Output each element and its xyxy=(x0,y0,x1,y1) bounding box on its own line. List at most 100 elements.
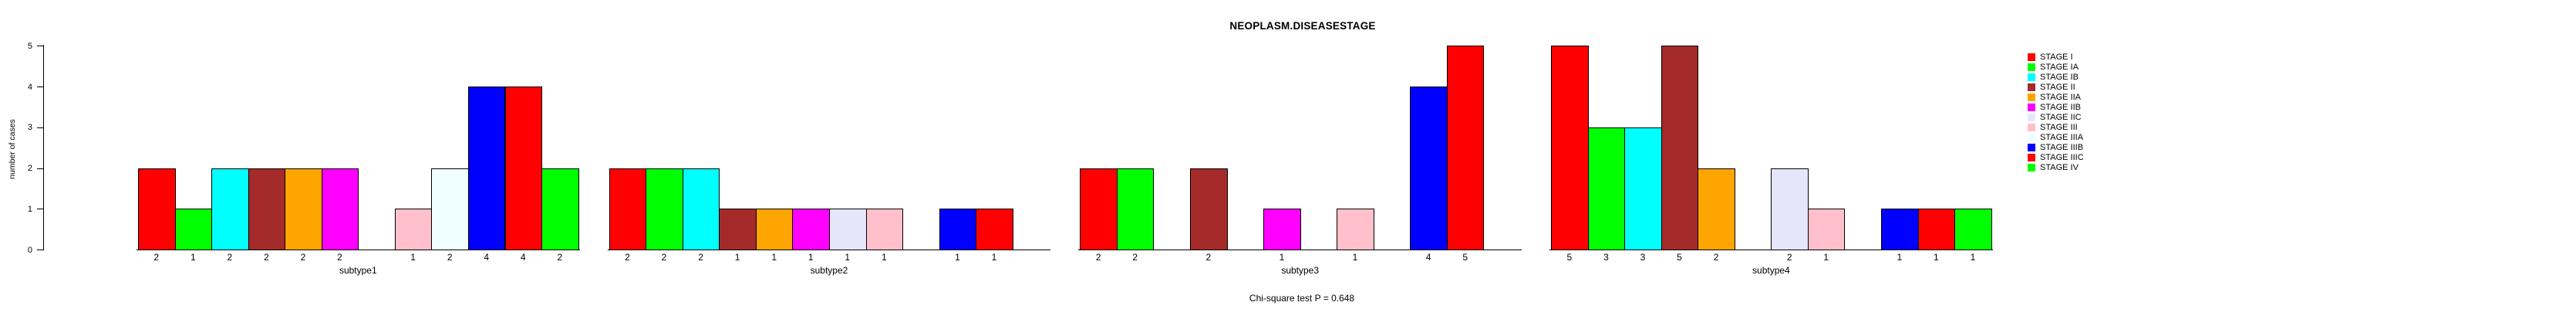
bar-value-label-subtype2-stage-iiic: 1 xyxy=(991,252,997,263)
legend-item-stage-iiia: STAGE IIIA xyxy=(2028,133,2083,143)
legend-swatch-icon xyxy=(2028,134,2035,141)
legend-label: STAGE IV xyxy=(2040,162,2079,172)
y-tick-label: 2 xyxy=(27,164,32,174)
bar-subtype4-stage-ia xyxy=(1587,127,1626,250)
bar-value-label-subtype3-stage-ia: 2 xyxy=(1132,252,1138,263)
bar-subtype3-stage-ii xyxy=(1190,168,1228,250)
group-label-subtype3: subtype3 xyxy=(1281,265,1320,276)
legend-label: STAGE IIB xyxy=(2040,102,2081,112)
bar-value-label-subtype1-stage-iiic: 4 xyxy=(520,252,526,263)
bar-subtype3-stage-iiib xyxy=(1410,87,1448,250)
bar-subtype1-stage-iv xyxy=(541,168,579,250)
legend-swatch-icon xyxy=(2028,144,2035,151)
group-label-subtype4: subtype4 xyxy=(1752,265,1790,276)
bar-value-label-subtype4-stage-iiib: 1 xyxy=(1897,252,1903,263)
bar-subtype2-stage-iib xyxy=(792,209,830,250)
bar-subtype4-stage-ii xyxy=(1661,46,1699,250)
legend-swatch-icon xyxy=(2028,93,2035,101)
bar-subtype1-stage-iia xyxy=(285,168,322,250)
bar-value-label-subtype3-stage-iii: 1 xyxy=(1352,252,1358,263)
bar-value-label-subtype2-stage-i: 2 xyxy=(625,252,630,263)
bar-subtype4-stage-iiib xyxy=(1881,209,1919,250)
bar-subtype4-stage-iii xyxy=(1807,209,1846,250)
bar-value-label-subtype3-stage-iiic: 5 xyxy=(1462,252,1468,263)
bar-value-label-subtype3-stage-i: 2 xyxy=(1095,252,1101,263)
bar-value-label-subtype2-stage-iib: 1 xyxy=(808,252,814,263)
legend-label: STAGE III xyxy=(2040,122,2078,132)
bar-value-label-subtype4-stage-iic: 2 xyxy=(1786,252,1792,263)
legend-swatch-icon xyxy=(2028,164,2035,171)
bar-subtype1-stage-iib xyxy=(321,168,359,250)
legend-label: STAGE IA xyxy=(2040,62,2079,72)
y-tick-label: 1 xyxy=(27,204,32,214)
bar-subtype2-stage-iii xyxy=(865,209,904,250)
bar-subtype2-stage-i xyxy=(609,168,647,250)
legend-label: STAGE IIIB xyxy=(2040,142,2084,152)
bar-subtype3-stage-iib xyxy=(1263,209,1301,250)
bar-value-label-subtype4-stage-iii: 1 xyxy=(1823,252,1829,263)
legend-label: STAGE IB xyxy=(2040,72,2079,82)
bar-subtype4-stage-ib xyxy=(1624,127,1662,250)
bar-subtype1-stage-iii xyxy=(394,209,433,250)
bar-value-label-subtype4-stage-ia: 3 xyxy=(1603,252,1609,263)
y-tick-label: 3 xyxy=(27,123,32,133)
bar-subtype2-stage-iiib xyxy=(939,209,977,250)
legend-item-stage-iiib: STAGE IIIB xyxy=(2028,143,2083,153)
legend-swatch-icon xyxy=(2028,114,2035,121)
bar-subtype3-stage-i xyxy=(1080,168,1118,250)
bar-value-label-subtype4-stage-iiic: 1 xyxy=(1934,252,1939,263)
legend-item-stage-iiic: STAGE IIIC xyxy=(2028,153,2084,163)
bar-value-label-subtype1-stage-iiia: 2 xyxy=(447,252,453,263)
y-axis-line xyxy=(43,45,44,250)
bar-value-label-subtype2-stage-iii: 1 xyxy=(881,252,887,263)
bar-subtype1-stage-i xyxy=(138,168,176,250)
bar-value-label-subtype1-stage-iii: 1 xyxy=(410,252,416,263)
y-tick xyxy=(37,168,43,169)
bar-value-label-subtype2-stage-iiib: 1 xyxy=(955,252,960,263)
y-tick xyxy=(37,127,43,128)
bar-value-label-subtype3-stage-iiib: 4 xyxy=(1425,252,1431,263)
legend-label: STAGE I xyxy=(2040,52,2073,62)
chart-title: NEOPLASM.DISEASESTAGE xyxy=(1229,20,1376,32)
bar-subtype4-stage-i xyxy=(1551,46,1589,250)
bar-subtype2-stage-iic xyxy=(829,209,867,250)
legend-item-stage-i: STAGE I xyxy=(2028,53,2073,63)
legend-item-stage-iib: STAGE IIB xyxy=(2028,103,2081,113)
bar-value-label-subtype2-stage-ii: 1 xyxy=(734,252,740,263)
chi-square-note: Chi-square test P = 0.648 xyxy=(1249,293,1355,304)
bar-subtype4-stage-iv xyxy=(1954,209,1992,250)
bar-value-label-subtype2-stage-iia: 1 xyxy=(771,252,777,263)
bar-value-label-subtype1-stage-i: 2 xyxy=(153,252,160,263)
legend-label: STAGE IIA xyxy=(2040,92,2081,102)
bar-subtype2-stage-ia xyxy=(646,168,683,250)
bar-value-label-subtype2-stage-ia: 2 xyxy=(661,252,667,263)
legend-item-stage-iic: STAGE IIC xyxy=(2028,113,2082,123)
legend-item-stage-iia: STAGE IIA xyxy=(2028,93,2081,103)
legend-swatch-icon xyxy=(2028,53,2035,61)
bar-subtype3-stage-iiic xyxy=(1446,46,1485,250)
bar-value-label-subtype1-stage-iia: 2 xyxy=(300,252,306,263)
bar-value-label-subtype2-stage-iic: 1 xyxy=(845,252,851,263)
bar-subtype1-stage-iiib xyxy=(467,87,506,250)
bar-value-label-subtype3-stage-iib: 1 xyxy=(1279,252,1285,263)
bar-value-label-subtype4-stage-i: 5 xyxy=(1566,252,1573,263)
legend-item-stage-ia: STAGE IA xyxy=(2028,63,2079,73)
bar-value-label-subtype4-stage-iia: 2 xyxy=(1713,252,1719,263)
bar-value-label-subtype4-stage-iv: 1 xyxy=(1970,252,1976,263)
bar-subtype2-stage-ib xyxy=(682,168,720,250)
bar-subtype1-stage-iiia xyxy=(431,168,469,250)
group-label-subtype1: subtype1 xyxy=(339,265,377,276)
legend-label: STAGE IIIA xyxy=(2040,132,2084,142)
bar-value-label-subtype1-stage-iv: 2 xyxy=(557,252,563,263)
bar-value-label-subtype1-stage-ib: 2 xyxy=(227,252,233,263)
legend-swatch-icon xyxy=(2028,83,2035,91)
legend-label: STAGE IIC xyxy=(2040,112,2082,122)
y-tick-label: 4 xyxy=(27,82,32,92)
legend-swatch-icon xyxy=(2028,154,2035,161)
legend-item-stage-ii: STAGE II xyxy=(2028,83,2075,93)
bar-value-label-subtype4-stage-ib: 3 xyxy=(1640,252,1646,263)
bar-value-label-subtype1-stage-ia: 1 xyxy=(190,252,196,263)
bar-subtype2-stage-iia xyxy=(755,209,794,250)
bar-subtype4-stage-iic xyxy=(1771,168,1809,250)
